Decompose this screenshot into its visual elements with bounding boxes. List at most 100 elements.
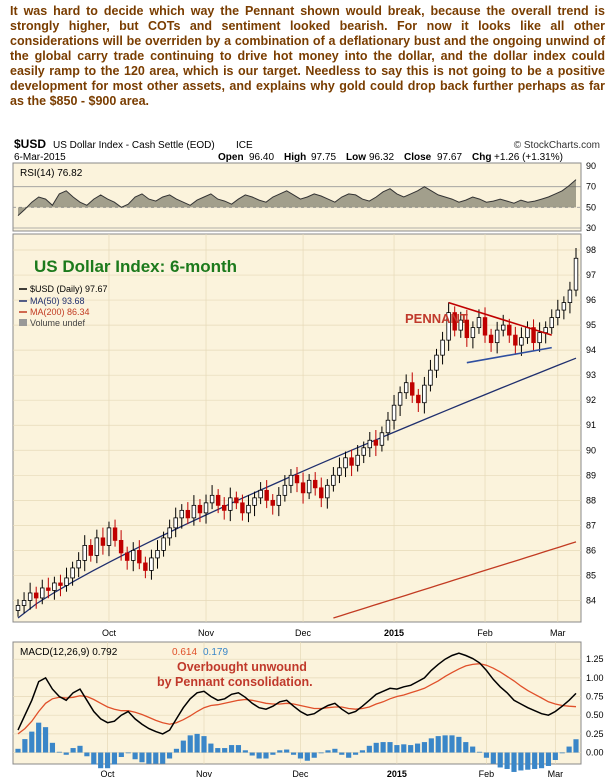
price-chart-title: US Dollar Index: 6-month — [34, 257, 237, 276]
candle-body — [215, 494, 221, 506]
macd-histogram-bar — [442, 735, 448, 753]
candle-body — [191, 504, 197, 519]
macd-histogram-bar — [525, 752, 531, 770]
commentary-text: It was hard to decide which way the Penn… — [10, 4, 605, 108]
candle-body — [361, 447, 366, 456]
macd-histogram-bar — [132, 752, 138, 760]
macd-histogram-bar — [139, 752, 145, 763]
candle-body — [282, 484, 288, 496]
macd-histogram-bar — [256, 752, 262, 759]
macd-annotation-line1: Overbought unwound — [177, 660, 307, 674]
price-tick-label: 87 — [586, 520, 596, 530]
macd-tick-label: 0.00 — [586, 748, 604, 758]
price-x-tick-label: Oct — [102, 628, 117, 638]
candle-body — [149, 557, 154, 571]
rsi-tick-label: 90 — [586, 161, 596, 171]
candle-body — [112, 527, 118, 541]
macd-histogram-bar — [84, 752, 90, 757]
macd-signal-line — [17, 663, 577, 735]
macd-histogram-bar — [242, 750, 248, 753]
candle-body — [258, 489, 263, 499]
candle-body — [422, 384, 427, 404]
candle-body — [100, 537, 106, 546]
macd-histogram-bar — [249, 752, 255, 756]
macd-histogram-bar — [15, 748, 21, 753]
candle-body — [203, 502, 209, 514]
macd-tick-label: 0.50 — [586, 710, 604, 720]
candle-body — [52, 582, 57, 591]
macd-histogram-bar — [173, 748, 180, 753]
macd-tick-label: 1.00 — [586, 673, 604, 683]
candle-body — [416, 394, 421, 404]
low-label: Low — [346, 152, 366, 163]
price-tick-label: 86 — [586, 545, 596, 555]
candle-body — [27, 592, 33, 601]
macd-histogram-bar — [483, 752, 490, 758]
chart-symbol: $USD — [14, 137, 46, 151]
macd-tick-label: 1.25 — [586, 654, 604, 664]
candle-body — [507, 324, 512, 336]
macd-title-a: MACD(12,26,9) 0.792 — [20, 647, 118, 658]
macd-histogram-bar — [208, 743, 214, 753]
price-tick-label: 95 — [586, 320, 596, 330]
price-tick-label: 97 — [586, 270, 596, 280]
macd-histogram-bar — [497, 752, 503, 768]
macd-histogram-bar — [559, 752, 565, 754]
macd-histogram-bar — [70, 748, 76, 753]
candle-body — [446, 312, 451, 341]
pennant-lower-line — [466, 346, 552, 364]
macd-histogram-bar — [180, 740, 186, 753]
macd-histogram-bar — [408, 745, 414, 753]
candle-body — [337, 467, 342, 476]
pennant-upper-line — [448, 301, 552, 336]
macd-histogram-bar — [270, 752, 276, 755]
macd-tick-label: 0.75 — [586, 692, 604, 702]
candle-body — [555, 309, 561, 319]
macd-x-tick-label: 2015 — [387, 769, 407, 779]
chg-label: Chg — [472, 152, 491, 163]
macd-histogram-bar — [91, 752, 97, 765]
macd-x-tick-label: Oct — [101, 769, 116, 779]
chart-date: 6-Mar-2015 — [14, 152, 66, 163]
candle-body — [221, 504, 227, 511]
macd-histogram-bar — [552, 752, 558, 760]
candle-body — [294, 474, 300, 484]
price-tick-label: 96 — [586, 295, 596, 305]
candle-body — [537, 332, 542, 344]
price-tick-label: 89 — [586, 470, 596, 480]
macd-histogram-bar — [228, 745, 235, 753]
macd-histogram-bar — [263, 752, 269, 759]
macd-histogram-bar — [215, 748, 221, 753]
macd-annotation-line2: by Pennant consolidation. — [157, 675, 313, 689]
price-tick-label: 90 — [586, 445, 596, 455]
candle-body — [458, 319, 463, 331]
macd-histogram-bar — [104, 752, 111, 769]
macd-histogram-bar — [125, 752, 131, 754]
candle-body — [573, 257, 579, 291]
candle-body — [385, 419, 391, 434]
macd-histogram-bar — [42, 727, 49, 753]
price-x-tick-label: Nov — [198, 628, 215, 638]
macd-histogram-bar — [414, 743, 421, 753]
candle-body — [131, 550, 136, 561]
candle-body — [343, 457, 348, 469]
macd-x-tick-label: Nov — [196, 769, 213, 779]
macd-histogram-bar — [284, 749, 290, 753]
price-tick-label: 98 — [586, 245, 596, 255]
low-value: 96.32 — [369, 152, 394, 163]
candle-body — [391, 404, 397, 421]
candle-body — [476, 317, 482, 329]
candle-body — [155, 550, 160, 559]
macd-histogram-bar — [63, 752, 69, 755]
macd-histogram-bar — [470, 746, 476, 753]
candle-body — [488, 334, 494, 344]
macd-histogram-bar — [428, 738, 434, 753]
candle-body — [276, 494, 282, 506]
candle-body — [549, 317, 554, 329]
candle-body — [434, 354, 439, 371]
candle-body — [367, 439, 373, 449]
candle-body — [137, 550, 142, 564]
open-label: Open — [218, 152, 244, 163]
candle-body — [379, 432, 385, 446]
candle-body — [464, 319, 470, 339]
